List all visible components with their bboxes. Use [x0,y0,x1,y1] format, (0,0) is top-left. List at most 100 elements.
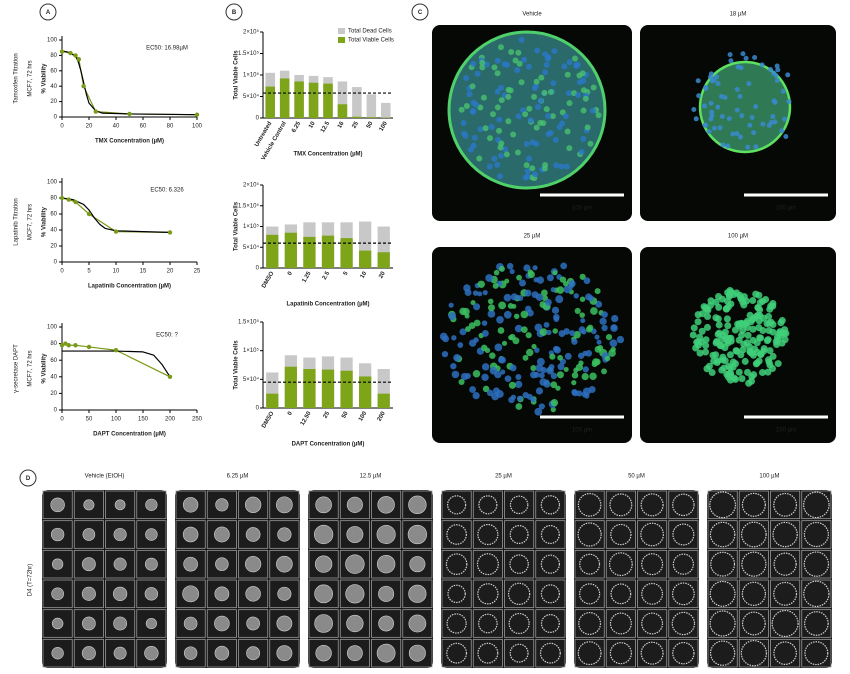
cell [459,328,467,336]
y-tick-label: 2×10⁵ [243,29,260,36]
nucleus [494,57,501,64]
nucleus [488,124,495,131]
micrograph-content [691,51,792,154]
cell [500,369,506,375]
well [637,490,668,520]
nucleus [580,135,587,142]
nucleus [587,140,594,147]
scale-bar-label: 100 µm [776,428,796,434]
nucleus [753,144,759,150]
cell [525,332,532,339]
cell [766,347,774,355]
y-tick-label: 20 [50,391,57,397]
data-point [73,199,78,205]
cell [752,290,760,298]
cell [733,289,741,297]
spheroid [345,584,365,604]
well [308,638,339,668]
spheroid [507,582,531,606]
nucleus [752,55,758,61]
nucleus [498,140,505,147]
bar [377,393,390,408]
y-tick-label: 0 [54,115,58,121]
bar [359,376,372,408]
nucleus [486,135,493,142]
image-label: 18 µM [730,12,747,18]
bar [359,250,372,268]
well [738,579,769,609]
row-title: γ-secretase DAPT [14,344,20,393]
nucleus [498,97,505,104]
nucleus [543,61,550,68]
nucleus [496,127,503,134]
bar [284,366,297,408]
nucleus [564,128,571,135]
nucleus [510,131,517,138]
y-axis-label: Total Viable Cells [234,201,240,251]
annotation: EC50: ? [156,333,178,339]
cell [573,367,579,373]
well [472,549,503,579]
nucleus [785,72,791,78]
well [707,579,738,609]
cell [481,373,489,382]
cell [464,313,470,319]
nucleus [730,131,736,137]
cell [515,380,523,389]
nucleus [751,130,757,136]
nucleus [537,97,544,104]
y-axis-label: % Viability [42,63,48,94]
cell [492,387,500,395]
nucleus [782,116,788,122]
nucleus [740,51,746,57]
spheroid [540,614,560,633]
nucleus [482,125,489,132]
x-tick-label: 25 [323,410,332,419]
spheroid [672,553,694,575]
nucleus [580,107,587,114]
nucleus [727,52,733,58]
cell [538,403,545,410]
nucleus [556,124,563,131]
nucleus [505,118,512,125]
nucleus [743,55,749,61]
cell [724,339,732,347]
cell [485,274,494,282]
cell [580,318,586,324]
cell [557,354,563,361]
row-title: Lapatinib Titration [14,198,20,245]
nucleus [477,126,484,133]
spheroid [540,584,560,604]
spheroid [315,644,332,662]
spheroid [478,495,498,515]
cell [772,338,780,346]
panel-letter: A [46,10,51,16]
data-point [59,49,65,54]
cell [748,373,756,381]
nucleus [491,64,498,71]
spheroid [113,646,127,660]
nucleus [745,144,751,150]
nucleus [590,84,597,91]
nucleus [474,70,481,77]
cell [698,327,706,335]
spheroid [183,556,198,572]
cell [712,351,720,359]
spheroid [477,523,499,546]
nucleus [737,134,743,140]
spheroid [246,646,261,661]
cell [569,330,576,336]
x-tick-label: 100 [358,410,369,422]
data-point [59,195,65,201]
cell [473,303,481,311]
micrograph-content [689,287,790,387]
cell [524,289,532,297]
cell [563,366,569,372]
nucleus [708,116,714,122]
cell [749,315,757,323]
nucleus [774,63,780,69]
x-tick-label: DMSO [261,411,275,430]
spheroid [741,521,767,548]
x-tick-label: 5 [343,270,350,276]
cell [487,304,495,312]
